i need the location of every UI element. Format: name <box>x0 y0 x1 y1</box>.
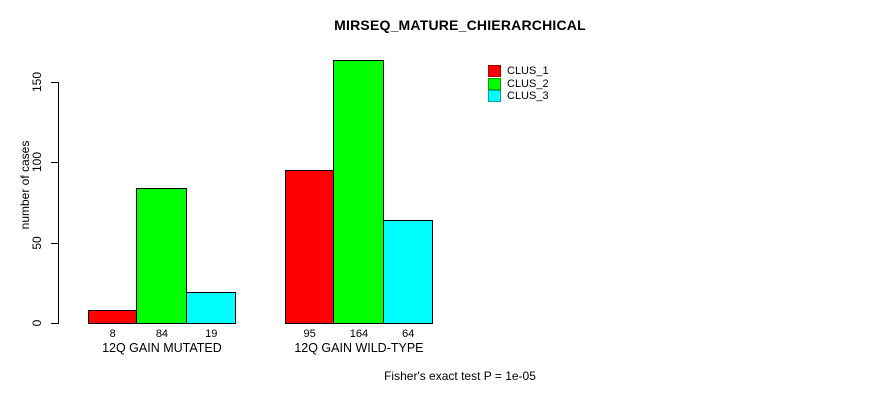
legend-item-clus_2: CLUS_2 <box>488 77 549 91</box>
bar-clus_1-2 <box>285 170 335 324</box>
bar-value-label: 8 <box>109 328 116 340</box>
bar-value-label: 164 <box>349 328 369 340</box>
legend-label: CLUS_3 <box>507 90 549 103</box>
y-tick-label: 100 <box>30 152 44 173</box>
y-tick-label: 50 <box>30 235 44 250</box>
bar-value-label: 64 <box>402 328 415 340</box>
legend-item-clus_1: CLUS_1 <box>488 65 549 78</box>
legend-item-clus_3: CLUS_3 <box>488 90 549 103</box>
bar-value-label: 84 <box>155 328 169 340</box>
y-axis-line <box>58 82 59 324</box>
bar-clus_2-2 <box>333 59 384 324</box>
category-label: 12Q GAIN MUTATED <box>102 341 222 355</box>
legend-swatch-icon <box>488 90 501 103</box>
category-label: 12Q GAIN WILD-TYPE <box>294 341 424 355</box>
y-tick <box>51 162 58 164</box>
bar-clus_2-1 <box>136 188 187 324</box>
y-tick-label: 150 <box>30 71 44 93</box>
legend-swatch-icon <box>488 77 501 90</box>
bar-value-label: 95 <box>303 328 316 340</box>
legend-swatch-icon <box>488 65 501 78</box>
bar-value-label: 19 <box>205 328 218 340</box>
legend-label: CLUS_2 <box>507 77 549 90</box>
bar-clus_1-1 <box>88 310 138 324</box>
legend: CLUS_1 CLUS_2 CLUS_3 <box>488 65 549 103</box>
bar-clus_3-2 <box>382 220 433 324</box>
bar-clus_3-1 <box>185 292 236 324</box>
y-tick <box>51 242 58 244</box>
legend-label: CLUS_1 <box>507 65 549 78</box>
annotation-text: Fisher's exact test P = 1e-05 <box>384 369 536 383</box>
y-tick-label: 0 <box>30 319 44 327</box>
y-tick <box>51 82 58 83</box>
chart-title: MIRSEQ_MATURE_CHIERARCHICAL <box>334 17 586 33</box>
y-tick <box>51 323 58 324</box>
